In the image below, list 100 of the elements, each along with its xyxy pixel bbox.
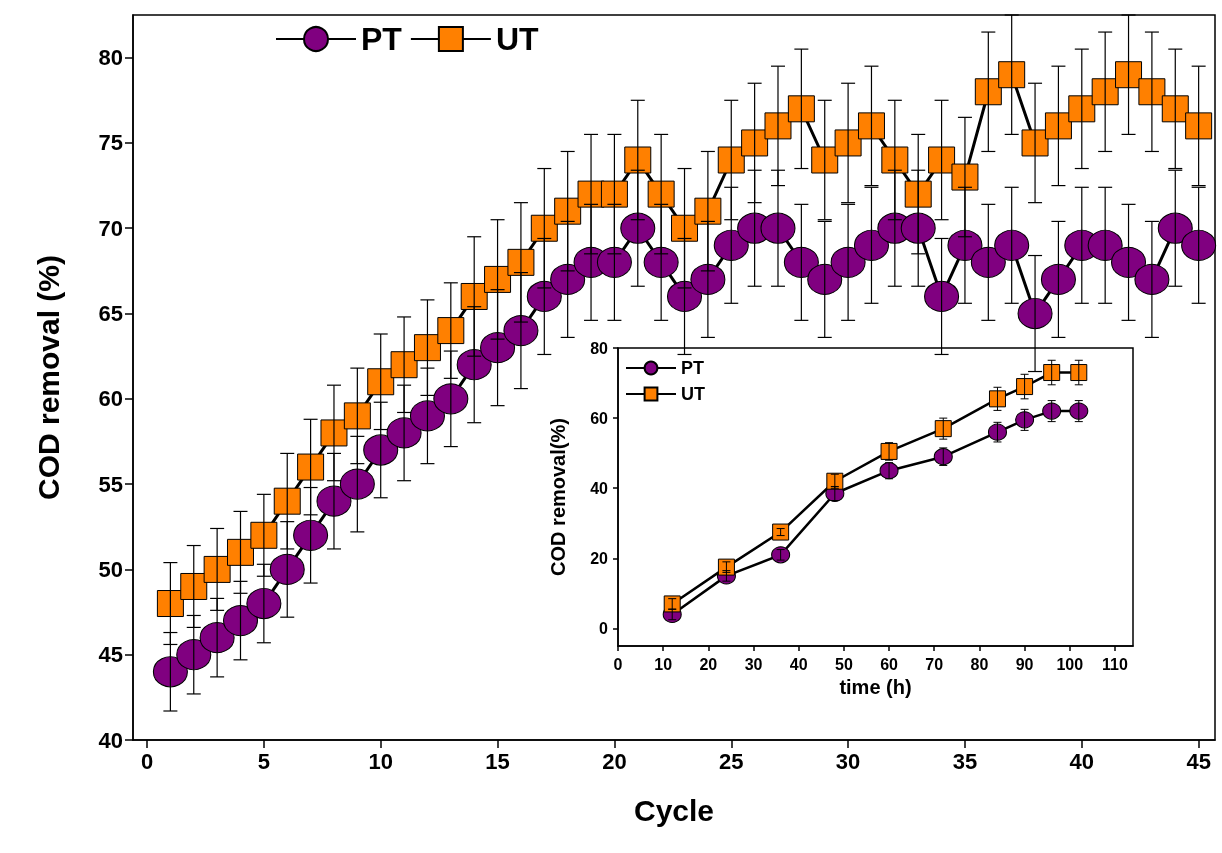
x-axis-title: Cycle	[633, 793, 715, 827]
point	[339, 468, 375, 500]
x-tick-label: 60	[880, 655, 899, 673]
point	[624, 146, 652, 174]
x-tick-label: 40	[1069, 748, 1095, 774]
y-tick-label: 0	[599, 619, 609, 637]
y-tick-label: 65	[98, 301, 123, 327]
legend-label: UT	[681, 384, 705, 404]
y-tick-label: 60	[590, 409, 609, 427]
legend-label: PT	[361, 21, 403, 57]
point	[970, 246, 1006, 278]
legend-label: UT	[495, 21, 539, 57]
point	[807, 263, 843, 295]
x-tick-label: 50	[834, 655, 853, 673]
point	[928, 146, 956, 174]
point	[1016, 378, 1034, 396]
point	[156, 590, 184, 618]
point	[1070, 364, 1088, 382]
y-tick-label: 80	[98, 45, 123, 71]
point	[900, 212, 936, 244]
point	[152, 656, 188, 688]
point	[409, 400, 445, 432]
point	[456, 349, 492, 381]
x-tick-label: 100	[1056, 655, 1084, 673]
x-tick-label: 80	[970, 655, 989, 673]
x-tick-label: 45	[1186, 748, 1211, 774]
point	[924, 280, 960, 312]
point	[367, 368, 395, 396]
point	[1181, 229, 1217, 261]
x-tick-label: 40	[789, 655, 808, 673]
point	[994, 229, 1030, 261]
x-tick-label: 30	[744, 655, 763, 673]
point	[437, 317, 465, 345]
point	[717, 146, 745, 174]
x-tick-label: 0	[140, 748, 154, 774]
point	[1087, 229, 1123, 261]
x-tick-label: 5	[257, 748, 270, 774]
point	[1015, 411, 1035, 429]
point	[293, 519, 329, 551]
point	[1134, 263, 1170, 295]
x-tick-label: 90	[1015, 655, 1034, 673]
x-tick-label: 10	[368, 748, 393, 774]
y-tick-label: 40	[98, 727, 123, 753]
x-tick-label: 15	[485, 748, 510, 774]
point	[363, 434, 399, 466]
point	[273, 487, 301, 515]
y-tick-label: 55	[98, 471, 123, 497]
point	[227, 538, 254, 566]
point	[857, 112, 885, 140]
point	[1091, 78, 1119, 106]
point	[433, 383, 469, 415]
x-tick-label: 20	[699, 655, 718, 673]
point	[343, 402, 371, 430]
y-tick-label: 80	[590, 339, 609, 357]
y-tick-label: 60	[98, 386, 123, 412]
point	[713, 229, 749, 261]
point	[998, 61, 1026, 89]
point	[1043, 364, 1061, 382]
x-tick-label: 110	[1102, 655, 1128, 673]
point	[1185, 112, 1213, 140]
point	[760, 212, 796, 244]
x-tick-label: 30	[835, 748, 861, 774]
x-axis-title: time (h)	[839, 675, 912, 698]
y-axis-title: COD removal (%)	[31, 254, 65, 501]
point	[772, 523, 790, 541]
point	[600, 180, 628, 208]
point	[647, 180, 675, 208]
point	[1017, 298, 1053, 330]
y-axis-title: COD removal(%)	[547, 418, 569, 576]
point	[643, 246, 679, 278]
point	[1042, 402, 1062, 420]
x-tick-label: 0	[613, 655, 623, 673]
point	[811, 146, 839, 174]
point	[269, 553, 305, 585]
y-tick-label: 70	[98, 215, 123, 241]
point	[180, 572, 208, 600]
point	[176, 639, 212, 671]
point	[1068, 95, 1096, 123]
point	[904, 180, 932, 208]
point	[987, 423, 1007, 441]
point	[854, 229, 889, 261]
point	[934, 420, 952, 438]
point	[783, 246, 819, 278]
point	[1111, 246, 1147, 278]
point	[246, 588, 282, 620]
y-tick-label: 50	[98, 556, 123, 582]
point	[988, 390, 1006, 408]
point	[1069, 402, 1089, 420]
point	[787, 95, 815, 123]
point	[507, 248, 535, 276]
point	[413, 334, 441, 362]
x-tick-label: 10	[654, 655, 673, 673]
y-tick-label: 75	[98, 130, 123, 156]
y-tick-label: 20	[590, 549, 609, 567]
point	[596, 246, 632, 278]
point	[694, 197, 722, 225]
point	[1161, 95, 1189, 123]
legend-label: PT	[681, 358, 705, 378]
point	[1115, 61, 1143, 89]
x-tick-label: 70	[925, 655, 944, 673]
